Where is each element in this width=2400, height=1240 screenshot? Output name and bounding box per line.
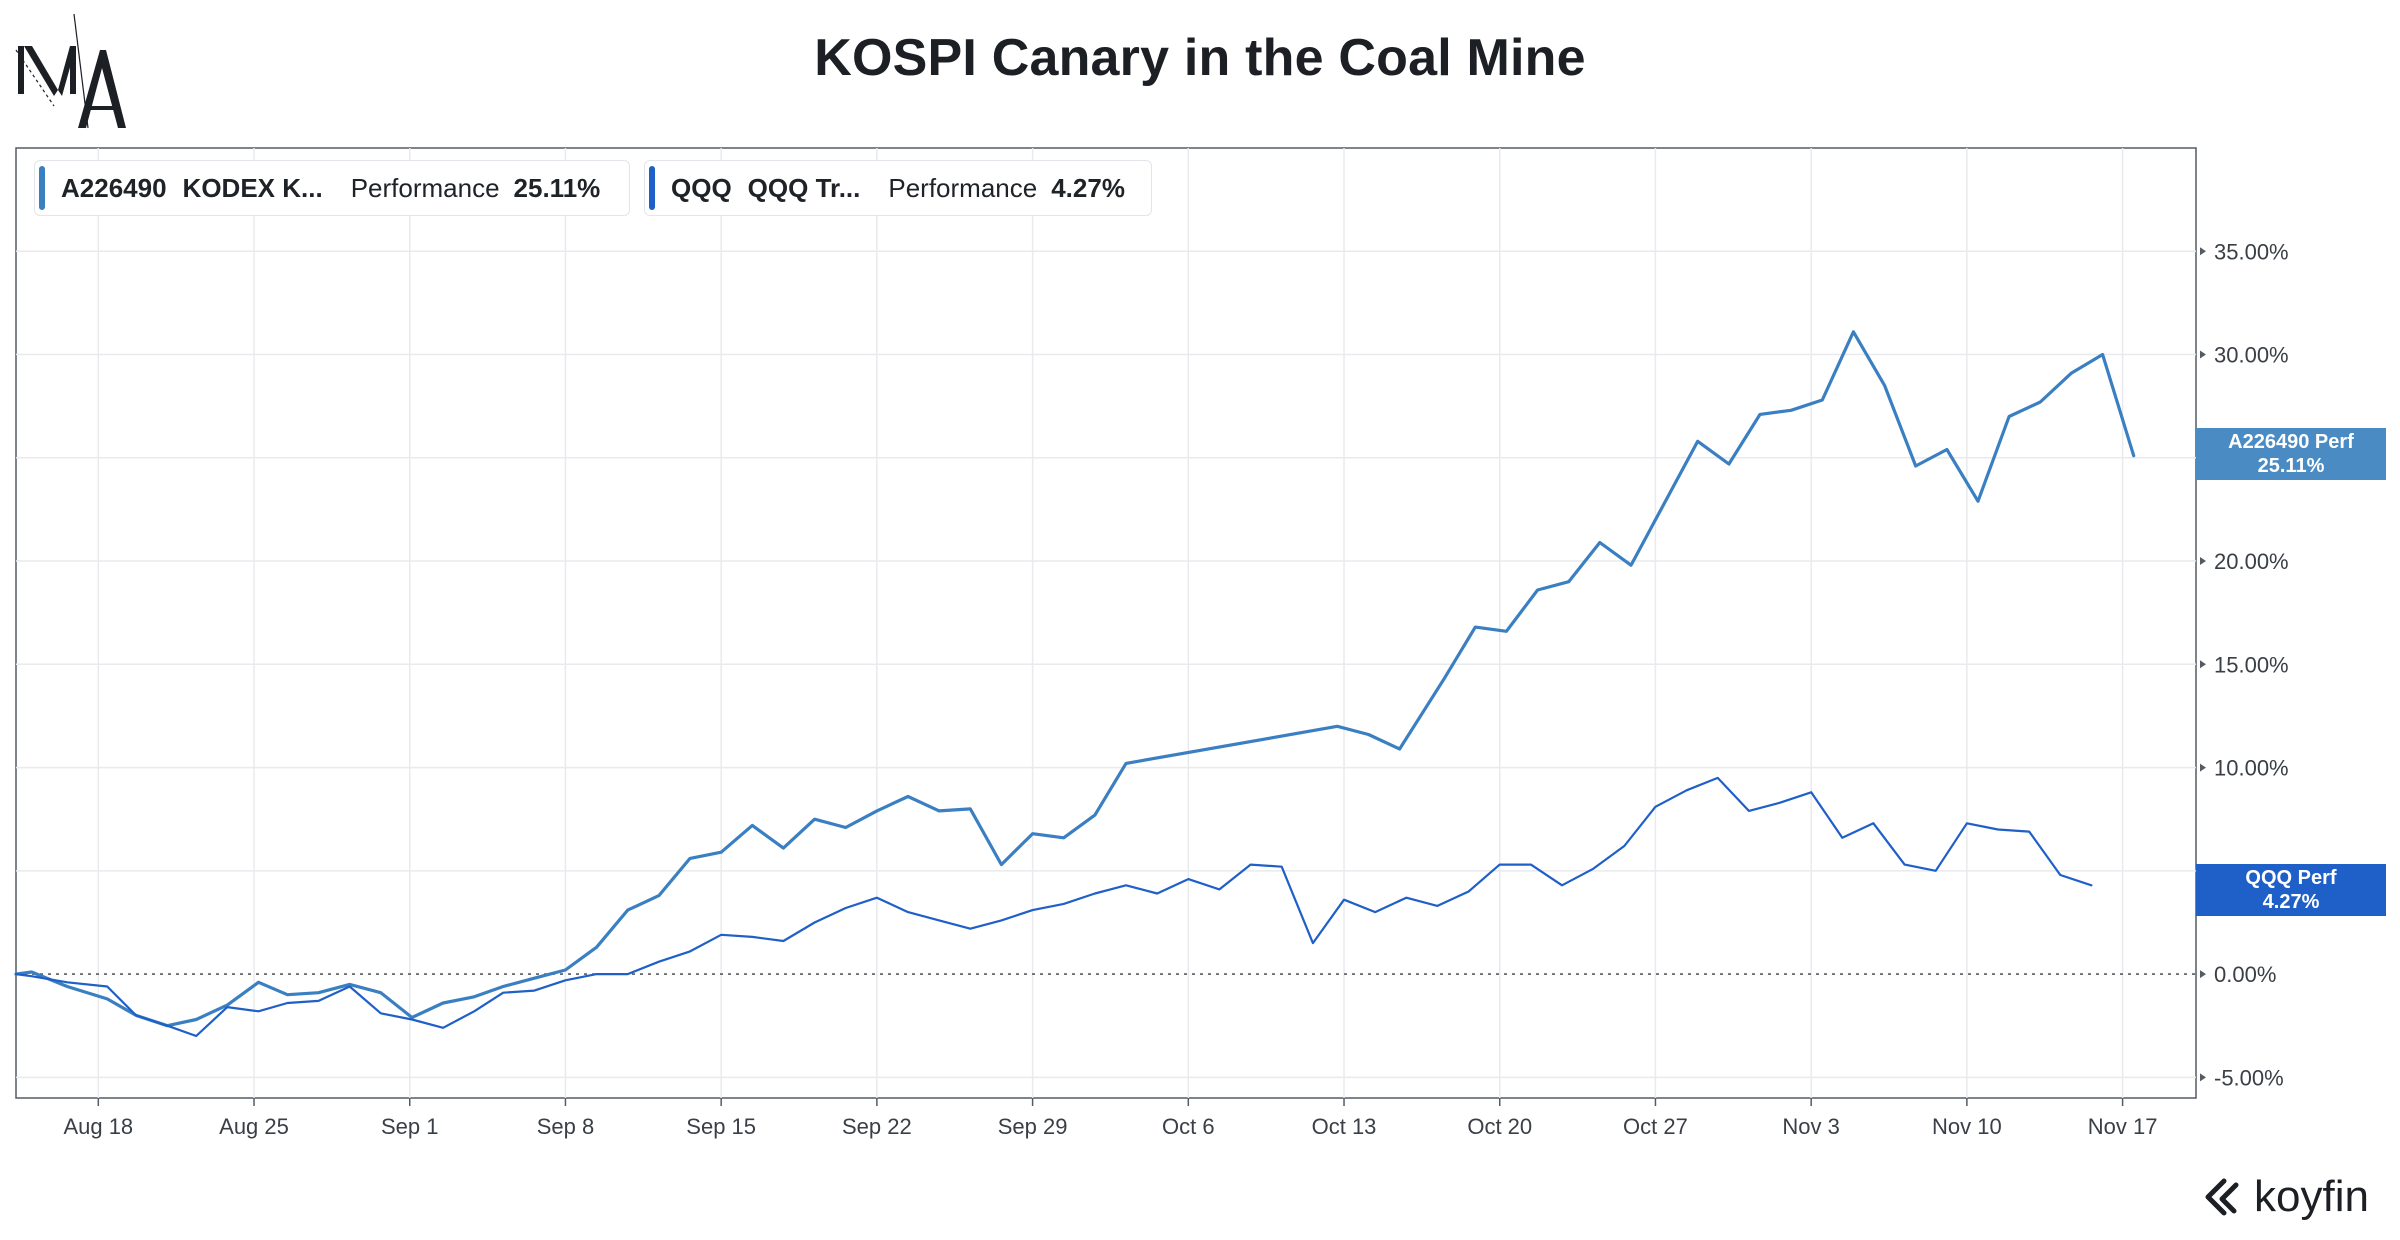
plot-area	[15, 147, 2197, 1099]
legend-color-bar	[649, 166, 655, 210]
legend-item-qqq[interactable]: QQQ QQQ Tr... Performance 4.27%	[644, 160, 1152, 216]
chart-title: KOSPI Canary in the Coal Mine	[814, 29, 1586, 87]
x-tick-label: Sep 15	[686, 1114, 756, 1139]
y-tick-label: 15.00%	[2214, 652, 2289, 677]
price-tag-a226490: A226490 Perf 25.11%	[2196, 428, 2386, 480]
legend-item-a226490[interactable]: A226490 KODEX K... Performance 25.11%	[34, 160, 630, 216]
series-line-qqq	[14, 776, 2093, 1038]
tag-value: 25.11%	[2257, 455, 2325, 477]
x-tick-label: Aug 18	[63, 1114, 133, 1139]
legend-metric-label: Performance	[888, 172, 1038, 203]
y-tick-marker	[2200, 763, 2206, 772]
x-tick-label: Aug 25	[219, 1114, 289, 1139]
price-tag-qqq: QQQ Perf 4.27%	[2196, 864, 2386, 916]
koyfin-icon	[2205, 1178, 2239, 1216]
x-tick-label: Oct 27	[1623, 1114, 1688, 1139]
y-tick-marker	[2200, 557, 2206, 566]
y-tick-label: 30.00%	[2214, 343, 2289, 368]
y-tick-label: 10.00%	[2214, 756, 2289, 781]
brand-name: koyfin	[2254, 1172, 2369, 1221]
tag-label: QQQ Perf	[2245, 867, 2337, 889]
tag-label: A226490 Perf	[2228, 431, 2354, 453]
x-tick-label: Nov 3	[1782, 1114, 1839, 1139]
legend-name: KODEX K...	[182, 172, 323, 203]
x-tick-label: Sep 29	[998, 1114, 1068, 1139]
y-tick-marker	[2200, 247, 2206, 256]
x-tick-label: Nov 17	[2088, 1114, 2158, 1139]
y-tick-marker	[2200, 970, 2206, 979]
x-tick-label: Sep 22	[842, 1114, 912, 1139]
y-tick-marker	[2200, 660, 2206, 669]
x-tick-label: Sep 8	[537, 1114, 595, 1139]
legend-symbol: A226490	[61, 172, 167, 203]
legend-symbol: QQQ	[671, 172, 732, 203]
y-tick-marker	[2200, 1073, 2206, 1082]
series-line-a226490	[14, 330, 2136, 1028]
y-tick-label: 35.00%	[2214, 239, 2289, 264]
legend-metric-value: 4.27%	[1051, 172, 1125, 203]
y-tick-label: -5.00%	[2214, 1065, 2284, 1090]
legend-metric-value: 25.11%	[513, 172, 601, 203]
y-tick-label: 20.00%	[2214, 549, 2289, 574]
y-tick-marker	[2200, 350, 2206, 359]
x-tick-label: Oct 20	[1467, 1114, 1532, 1139]
tag-value: 4.27%	[2262, 891, 2320, 913]
x-tick-label: Oct 6	[1162, 1114, 1215, 1139]
koyfin-brand: koyfin	[2204, 1172, 2369, 1222]
legend-name: QQQ Tr...	[747, 172, 861, 203]
x-tick-label: Sep 1	[381, 1114, 439, 1139]
y-tick-label: 0.00%	[2214, 962, 2276, 987]
x-tick-label: Nov 10	[1932, 1114, 2002, 1139]
brand-logo	[15, 13, 126, 129]
x-tick-label: Oct 13	[1312, 1114, 1377, 1139]
legend-color-bar	[39, 166, 45, 210]
legend-metric-label: Performance	[350, 172, 500, 203]
